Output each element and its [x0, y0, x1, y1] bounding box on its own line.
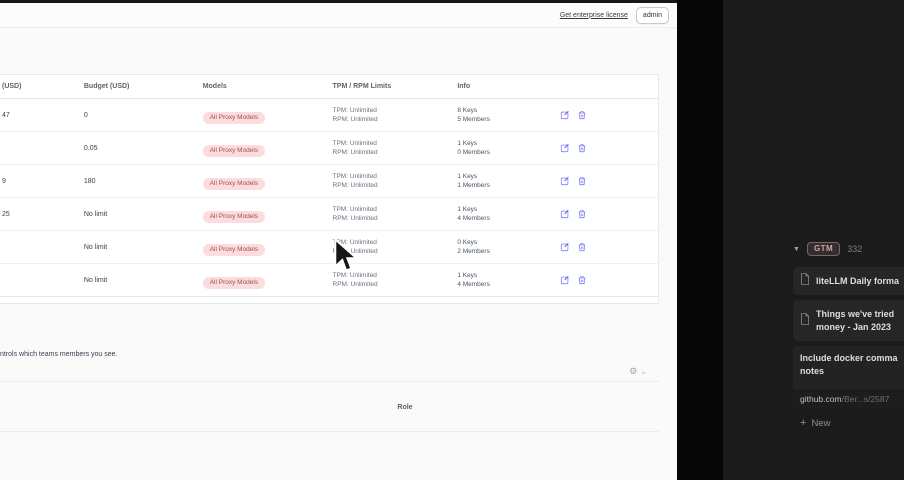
- document-icon: [800, 312, 810, 330]
- item-title-line1: Things we've tried: [816, 308, 895, 319]
- keys-count: 1 Keys: [457, 173, 478, 180]
- keys-count: 0 Keys: [457, 239, 478, 246]
- gear-icon[interactable]: ⚙: [629, 366, 638, 376]
- members-count: 5 Members: [457, 116, 490, 123]
- table-row: 9 180 All Proxy Models TPM: Unlimited RPM…: [0, 165, 658, 198]
- gtm-tag[interactable]: GTM: [806, 242, 841, 256]
- chevron-down-icon[interactable]: ⌄: [640, 366, 647, 376]
- delete-team-icon[interactable]: [577, 242, 587, 252]
- models-badge: All Proxy Models: [202, 144, 266, 158]
- table-row: 25 No limit All Proxy Models TPM: Unlimi…: [0, 198, 658, 231]
- delete-team-icon[interactable]: [577, 209, 587, 219]
- header-budget-usd: Budget (USD): [83, 83, 130, 90]
- table-row: No limit All Proxy Models TPM: Unlimited…: [0, 231, 658, 264]
- members-count: 4 Members: [457, 281, 490, 288]
- header-models: Models: [202, 83, 227, 90]
- edit-team-icon[interactable]: [560, 275, 570, 285]
- topbar: Get enterprise license admin: [0, 3, 677, 28]
- new-item-button[interactable]: + New: [800, 417, 831, 430]
- models-badge: All Proxy Models: [202, 210, 266, 224]
- item-title-line1: Include docker comma: [800, 353, 898, 363]
- item-title-line2: notes: [800, 366, 825, 376]
- side-panel-item[interactable]: liteLLM Daily forma: [793, 267, 904, 295]
- budget-value: No limit: [83, 210, 108, 218]
- edit-team-icon[interactable]: [560, 209, 570, 219]
- members-count: 0 Members: [457, 149, 490, 156]
- role-table-toolbar: ⚙ ⌄: [0, 367, 659, 376]
- collapse-triangle-icon[interactable]: ▼: [793, 245, 800, 253]
- delete-team-icon[interactable]: [577, 143, 587, 153]
- link-host: github.com: [800, 393, 842, 404]
- teams-table-card: (USD) Budget (USD) Models TPM / RPM Limi…: [0, 74, 659, 304]
- side-panel-item[interactable]: Things we've tried money - Jan 2023: [793, 300, 904, 341]
- edit-team-icon[interactable]: [560, 110, 570, 120]
- side-panel: ▼ GTM 332 liteLLM Daily forma Things we'…: [723, 0, 904, 480]
- spend-value: 25: [2, 210, 10, 218]
- letterbox-right: [677, 0, 723, 480]
- rpm-limit: RPM: Unlimited: [332, 215, 378, 222]
- models-badge: All Proxy Models: [202, 111, 266, 125]
- delete-team-icon[interactable]: [577, 176, 587, 186]
- header-role: Role: [397, 404, 413, 411]
- header-info: Info: [457, 83, 471, 90]
- budget-value: 0.05: [83, 144, 98, 152]
- rpm-limit: RPM: Unlimited: [332, 116, 378, 123]
- rpm-limit: RPM: Unlimited: [332, 248, 378, 255]
- members-count: 2 Members: [457, 248, 490, 255]
- budget-value: No limit: [83, 276, 108, 284]
- rpm-limit: RPM: Unlimited: [332, 149, 378, 156]
- teams-table-header: (USD) Budget (USD) Models TPM / RPM Limi…: [0, 75, 658, 99]
- new-item-label: New: [811, 418, 831, 429]
- keys-count: 1 Keys: [457, 140, 478, 147]
- link-path: /Ber...s/2587: [841, 393, 890, 404]
- item-title-line2: money - Jan 2023: [816, 321, 892, 332]
- members-count: 1 Members: [457, 182, 490, 189]
- budget-value: No limit: [83, 243, 108, 251]
- document-icon: [800, 272, 810, 290]
- letterbox-top: [0, 0, 677, 3]
- item-title: liteLLM Daily forma: [816, 275, 900, 286]
- enterprise-license-link[interactable]: Get enterprise license: [559, 11, 628, 19]
- keys-count: 8 Keys: [457, 107, 478, 114]
- edit-team-icon[interactable]: [560, 242, 570, 252]
- teams-note-text: ntrols which teams members you see.: [0, 351, 118, 358]
- budget-value: 0: [83, 111, 88, 119]
- edit-team-icon[interactable]: [560, 176, 570, 186]
- side-panel-item[interactable]: Include docker comma notes github.com/Be…: [793, 346, 904, 408]
- members-count: 4 Members: [457, 215, 490, 222]
- tpm-limit: TPM: Unlimited: [332, 107, 377, 114]
- plus-icon: +: [800, 417, 807, 429]
- tpm-limit: TPM: Unlimited: [332, 239, 377, 246]
- group-count: 332: [847, 244, 863, 254]
- tpm-limit: TPM: Unlimited: [332, 272, 377, 279]
- table-row: 47 0 All Proxy Models TPM: Unlimited RPM:…: [0, 99, 658, 132]
- edit-team-icon[interactable]: [560, 143, 570, 153]
- table-row: No limit All Proxy Models TPM: Unlimited…: [0, 264, 658, 297]
- rpm-limit: RPM: Unlimited: [332, 281, 378, 288]
- spend-value: 9: [2, 177, 6, 185]
- side-panel-group-row: ▼ GTM 332: [793, 242, 862, 256]
- models-badge: All Proxy Models: [202, 177, 266, 191]
- role-table-top-border: [0, 381, 659, 382]
- spend-value: 47: [2, 111, 10, 119]
- tpm-limit: TPM: Unlimited: [332, 140, 377, 147]
- delete-team-icon[interactable]: [577, 110, 587, 120]
- header-spend-usd: (USD): [2, 83, 22, 90]
- keys-count: 1 Keys: [457, 206, 478, 213]
- tpm-limit: TPM: Unlimited: [332, 173, 377, 180]
- tpm-limit: TPM: Unlimited: [332, 206, 377, 213]
- rpm-limit: RPM: Unlimited: [332, 182, 378, 189]
- table-row: 0.05 All Proxy Models TPM: Unlimited RPM:…: [0, 132, 658, 165]
- item-source-link[interactable]: github.com/Ber...s/2587: [793, 389, 904, 408]
- models-badge: All Proxy Models: [202, 276, 266, 290]
- role-table-bottom-border: [0, 431, 659, 432]
- delete-team-icon[interactable]: [577, 275, 587, 285]
- budget-value: 180: [83, 177, 96, 185]
- models-badge: All Proxy Models: [202, 243, 266, 257]
- admin-user-button[interactable]: admin: [635, 6, 669, 24]
- header-tpm-rpm-limits: TPM / RPM Limits: [332, 83, 392, 90]
- keys-count: 1 Keys: [457, 272, 478, 279]
